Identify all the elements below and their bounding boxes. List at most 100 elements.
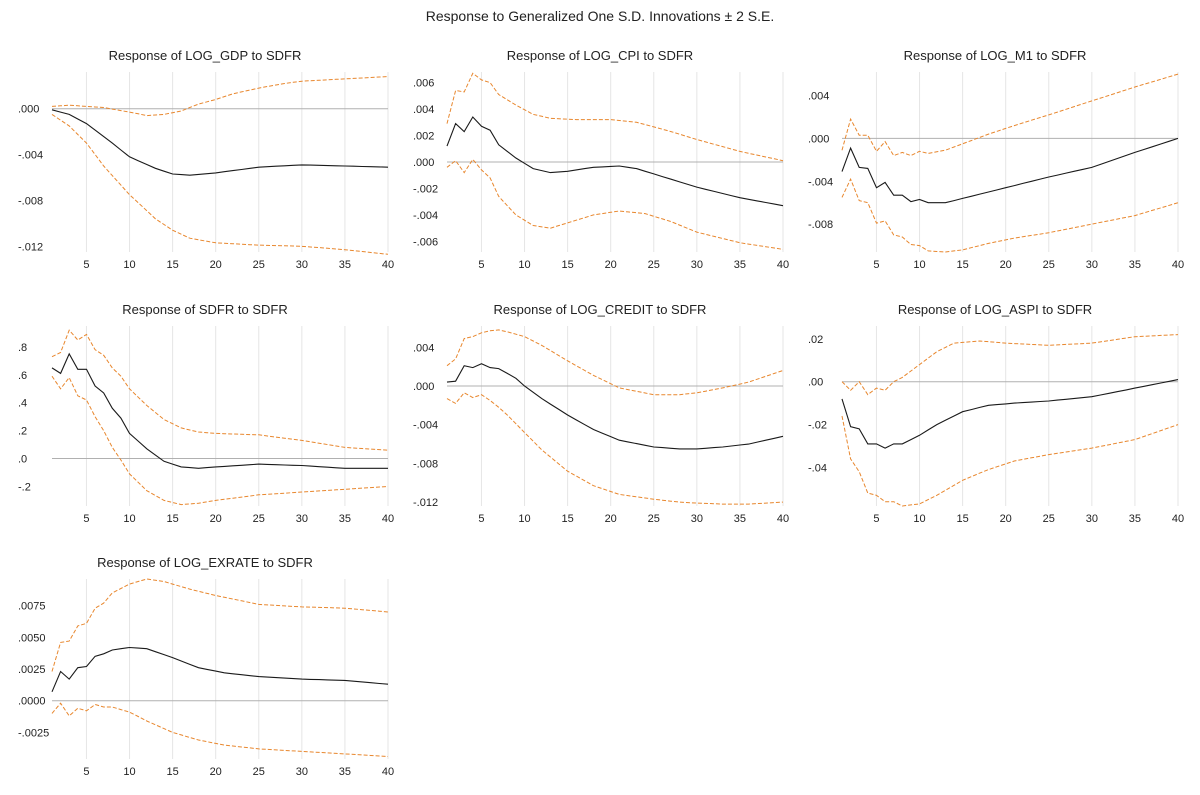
y-tick-label: .2 [18, 426, 27, 438]
y-tick-label: -.0025 [18, 727, 49, 739]
y-tick-label: .00 [808, 377, 823, 389]
y-tick-label: .0025 [18, 664, 46, 676]
x-tick-label: 40 [382, 259, 394, 271]
upper-band-line [51, 329, 389, 451]
upper-band-line [51, 76, 389, 117]
lower-band-line [51, 375, 389, 506]
y-tick-label: .0050 [18, 632, 46, 644]
y-tick-label: -.002 [413, 183, 438, 195]
x-tick-label: 5 [83, 513, 89, 525]
x-tick-label: 10 [913, 513, 925, 525]
y-tick-label: .004 [413, 104, 434, 116]
x-tick-label: 20 [210, 513, 222, 525]
x-tick-label: 25 [1043, 513, 1055, 525]
panel-log-aspi: Response of LOG_ASPI to SDFR 5 10 15 20 25 30… [800, 292, 1190, 542]
x-tick-label: 35 [339, 766, 351, 778]
x-tick-label: 15 [956, 259, 968, 271]
response-line [841, 137, 1179, 204]
response-line [51, 109, 389, 176]
x-tick-label: 20 [1000, 259, 1012, 271]
chart-log-credit: 5 10 15 20 25 30 35 40 .004 .000 -.004 -.008 -.012 [413, 326, 789, 525]
y-tick-label: .0075 [18, 601, 46, 613]
panel-log-m1: Response of LOG_M1 to SDFR 5 10 15 20 25 30 35… [800, 38, 1190, 288]
y-tick-label: -.012 [413, 497, 438, 509]
x-tick-label: 15 [561, 259, 573, 271]
panel-title: Response of LOG_CPI to SDFR [506, 48, 694, 63]
response-line [446, 363, 784, 450]
panel-title: Response of SDFR to SDFR [122, 302, 288, 317]
panel-title: Response of LOG_M1 to SDFR [903, 48, 1087, 63]
y-tick-label: .002 [413, 131, 434, 143]
panel-title: Response of LOG_ASPI to SDFR [897, 302, 1093, 317]
chart-sdfr: 5 10 15 20 25 30 35 40 .8 .6 .4 .2 .0 -.2 [18, 326, 394, 525]
x-tick-label: 15 [166, 513, 178, 525]
x-tick-label: 30 [691, 259, 703, 271]
panel-log-cpi: Response of LOG_CPI to SDFR 5 10 15 20 25 30 3… [405, 38, 795, 288]
y-tick-label: -.008 [18, 195, 43, 207]
upper-band-line [841, 334, 1179, 396]
chart-log-cpi: 5 10 15 20 25 30 35 40 .006 .004 .002 .000 -.002 -.00… [413, 72, 789, 271]
upper-band-line [51, 578, 389, 672]
y-tick-label: -.012 [18, 241, 43, 253]
chart-log-gdp: 5 10 15 20 25 30 35 40 .000 -.004 -.008 -.012 [18, 72, 394, 271]
x-tick-label: 35 [1129, 259, 1141, 271]
x-tick-label: 25 [648, 259, 660, 271]
x-tick-label: 30 [1086, 259, 1098, 271]
x-tick-label: 10 [518, 259, 530, 271]
y-tick-label: -.004 [413, 210, 438, 222]
lower-band-line [841, 177, 1179, 253]
x-tick-label: 10 [123, 766, 135, 778]
x-tick-label: 5 [478, 513, 484, 525]
x-tick-label: 25 [253, 259, 265, 271]
lower-band-line [841, 415, 1179, 507]
x-tick-label: 40 [1172, 259, 1184, 271]
panel-title: Response of LOG_GDP to SDFR [108, 48, 302, 63]
x-tick-label: 30 [296, 259, 308, 271]
panel-log-credit: Response of LOG_CREDIT to SDFR 5 10 15 20 25… [405, 292, 795, 542]
x-tick-label: 10 [913, 259, 925, 271]
x-tick-label: 35 [339, 513, 351, 525]
x-tick-label: 35 [339, 259, 351, 271]
x-tick-label: 25 [253, 766, 265, 778]
x-tick-label: 25 [253, 513, 265, 525]
x-tick-label: 15 [561, 513, 573, 525]
x-tick-label: 35 [734, 513, 746, 525]
x-tick-label: 30 [296, 766, 308, 778]
response-line [51, 352, 388, 469]
lower-band-line [446, 392, 784, 505]
y-tick-label: -.004 [413, 420, 438, 432]
y-tick-label: -.008 [413, 458, 438, 470]
panel-log-gdp: Response of LOG_GDP to SDFR 5 10 15 20 25 30 3… [10, 38, 400, 288]
x-tick-label: 5 [873, 259, 879, 271]
figure-title: Response to Generalized One S.D. Innovat… [425, 8, 775, 24]
x-tick-label: 10 [123, 513, 135, 525]
y-tick-label: .000 [413, 157, 434, 169]
upper-band-line [841, 73, 1179, 157]
panel-title: Response of LOG_CREDIT to SDFR [493, 302, 707, 317]
lower-band-line [51, 702, 389, 757]
response-line [446, 116, 784, 207]
y-tick-label: .000 [18, 104, 39, 116]
x-tick-label: 25 [648, 513, 660, 525]
x-tick-label: 40 [382, 513, 394, 525]
panel-sdfr: Response of SDFR to SDFR 5 10 15 20 25 30 35 40… [10, 292, 400, 542]
y-tick-label: -.02 [808, 420, 827, 432]
upper-band-line [446, 72, 784, 162]
panel-log-exrate: Response of LOG_EXRATE to SDFR 5 10 15 20 25… [10, 545, 400, 795]
y-tick-label: .004 [413, 342, 434, 354]
x-tick-label: 15 [166, 259, 178, 271]
x-tick-label: 40 [1172, 513, 1184, 525]
y-tick-label: .006 [413, 78, 434, 90]
y-tick-label: -.004 [808, 176, 833, 188]
x-tick-label: 10 [123, 259, 135, 271]
x-tick-label: 15 [166, 766, 178, 778]
x-tick-label: 30 [691, 513, 703, 525]
y-tick-label: -.2 [18, 481, 31, 493]
x-tick-label: 20 [605, 259, 617, 271]
y-tick-label: .4 [18, 398, 27, 410]
y-tick-label: .0 [18, 454, 27, 466]
chart-log-exrate: 5 10 15 20 25 30 35 40 .0075 .0050 .0025 .0000 -.002… [18, 578, 394, 778]
response-line [841, 379, 1179, 449]
panel-title: Response of LOG_EXRATE to SDFR [97, 555, 313, 570]
y-tick-label: .8 [18, 342, 27, 354]
